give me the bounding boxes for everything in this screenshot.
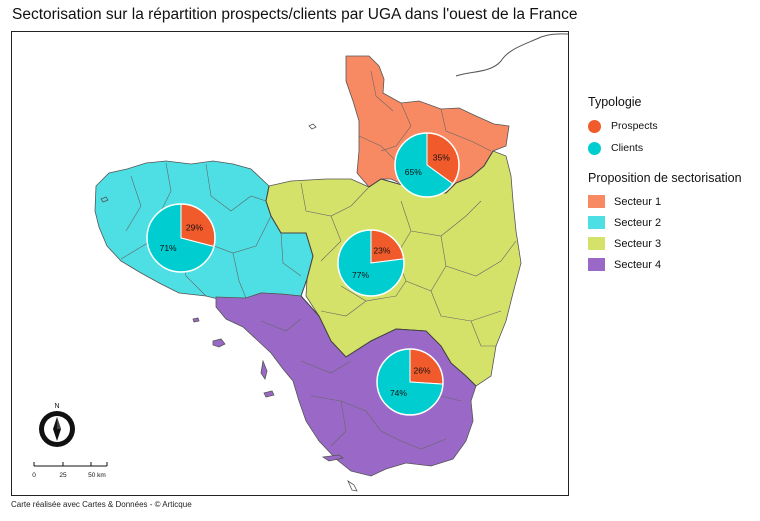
legend-label-secteur-3: Secteur 3 (614, 237, 662, 250)
england-coastline (455, 33, 568, 77)
island-oleron (347, 479, 358, 492)
legend: Typologie Prospects Clients Proposition … (588, 95, 758, 275)
legend-item-secteur-2: Secteur 2 (588, 212, 758, 233)
pie-label-prospects-4: 26% (414, 366, 431, 376)
pie-layer: 35% 65% 29% 71% 23% 77% 26% 74% (146, 132, 460, 416)
legend-label-secteur-1: Secteur 1 (614, 195, 662, 208)
legend-item-clients: Clients (588, 137, 758, 159)
legend-swatch-prospects (588, 119, 601, 133)
pie-outline-3 (337, 229, 405, 297)
legend-swatch-secteur-1 (588, 195, 605, 208)
legend-label-clients: Clients (611, 142, 644, 154)
map-canvas: 35% 65% 29% 71% 23% 77% 26% 74% N 0 25 50 km (32, 33, 568, 492)
pie-label-clients-2: 71% (160, 243, 177, 253)
pie-label-prospects-3: 23% (373, 246, 390, 256)
scale-label-50: 50 km (88, 472, 106, 479)
island-re (321, 454, 344, 462)
legend-swatch-secteur-2 (588, 216, 605, 229)
scale-label-25: 25 (59, 472, 67, 479)
scale-bar: 0 25 50 km (32, 462, 108, 479)
legend-item-prospects: Prospects (588, 115, 758, 137)
sector-borders (265, 150, 494, 387)
pie-label-prospects-1: 35% (433, 153, 450, 163)
legend-label-secteur-4: Secteur 4 (614, 258, 662, 271)
pie-outline-2 (146, 203, 216, 273)
map-frame: 35% 65% 29% 71% 23% 77% 26% 74% N 0 25 50 km (11, 31, 569, 496)
legend-sector-title: Proposition de sectorisation (588, 171, 742, 185)
scale-label-0: 0 (32, 472, 36, 479)
legend-label-prospects: Prospects (611, 120, 658, 132)
legend-item-secteur-4: Secteur 4 (588, 254, 758, 275)
pie-label-clients-4: 74% (390, 388, 407, 398)
island-yeu (263, 390, 275, 398)
legend-swatch-secteur-4 (588, 258, 605, 271)
pie-label-clients-3: 77% (352, 270, 369, 280)
pie-label-clients-1: 65% (405, 167, 422, 177)
legend-item-secteur-3: Secteur 3 (588, 233, 758, 254)
map-credit: Carte réalisée avec Cartes & Données - ©… (11, 500, 192, 509)
legend-label-secteur-2: Secteur 2 (614, 216, 662, 229)
channel-island (308, 123, 317, 130)
legend-swatch-clients (588, 141, 601, 155)
map-title: Sectorisation sur la répartition prospec… (12, 6, 578, 23)
north-arrow-icon: N (39, 403, 75, 447)
pie-outline-1 (394, 132, 460, 198)
pie-outline-4 (376, 348, 444, 416)
north-label: N (54, 403, 59, 410)
island-noirmoutier (260, 359, 268, 380)
pie-label-prospects-2: 29% (186, 223, 203, 233)
island-ouessant (100, 196, 109, 203)
island-belle-ile (212, 338, 226, 348)
legend-swatch-secteur-3 (588, 237, 605, 250)
legend-item-secteur-1: Secteur 1 (588, 191, 758, 212)
island-groix (192, 317, 200, 323)
legend-typology-title: Typologie (588, 95, 642, 109)
